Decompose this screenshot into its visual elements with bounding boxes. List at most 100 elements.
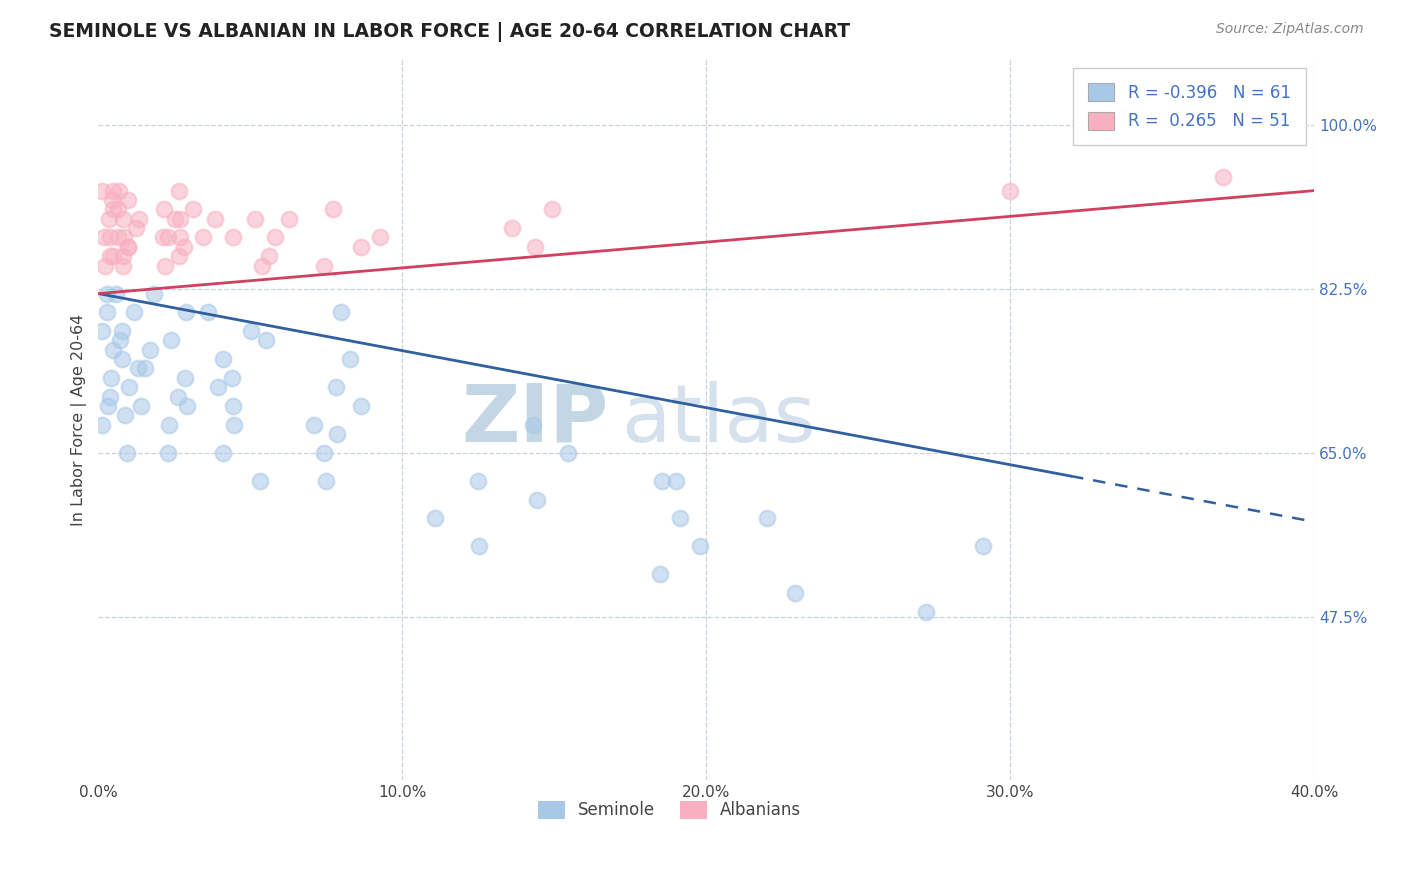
Point xyxy=(249,474,271,488)
Point xyxy=(117,240,139,254)
Point xyxy=(112,249,135,263)
Point xyxy=(224,417,246,432)
Point xyxy=(468,539,491,553)
Point xyxy=(998,184,1021,198)
Point xyxy=(103,343,125,357)
Point xyxy=(783,586,806,600)
Point xyxy=(191,230,214,244)
Point xyxy=(107,230,129,244)
Point xyxy=(1212,169,1234,184)
Point xyxy=(167,390,190,404)
Point xyxy=(173,240,195,254)
Point xyxy=(122,305,145,319)
Point xyxy=(101,184,124,198)
Point xyxy=(139,343,162,357)
Point xyxy=(665,474,688,488)
Text: Source: ZipAtlas.com: Source: ZipAtlas.com xyxy=(1216,22,1364,37)
Point xyxy=(501,221,523,235)
Point xyxy=(312,446,335,460)
Point xyxy=(97,211,120,226)
Point xyxy=(972,539,994,553)
Point xyxy=(278,211,301,226)
Point xyxy=(107,202,129,217)
Point xyxy=(330,305,353,319)
Point xyxy=(212,352,235,367)
Point xyxy=(111,324,134,338)
Point xyxy=(152,230,174,244)
Point xyxy=(98,249,121,263)
Point xyxy=(259,249,281,263)
Point xyxy=(304,417,326,432)
Point xyxy=(669,511,692,525)
Point xyxy=(264,230,287,244)
Point xyxy=(157,417,180,432)
Point xyxy=(153,259,176,273)
Point xyxy=(181,202,204,217)
Point xyxy=(169,249,191,263)
Text: SEMINOLE VS ALBANIAN IN LABOR FORCE | AGE 20-64 CORRELATION CHART: SEMINOLE VS ALBANIAN IN LABOR FORCE | AG… xyxy=(49,22,851,42)
Text: ZIP: ZIP xyxy=(461,381,609,459)
Point xyxy=(557,446,579,460)
Point xyxy=(425,511,447,525)
Point xyxy=(91,324,114,338)
Point xyxy=(197,305,219,319)
Point xyxy=(112,230,135,244)
Point xyxy=(118,380,141,394)
Point xyxy=(169,211,191,226)
Point xyxy=(541,202,564,217)
Point xyxy=(204,211,226,226)
Point xyxy=(129,399,152,413)
Point xyxy=(104,286,127,301)
Point xyxy=(93,230,115,244)
Point xyxy=(350,240,373,254)
Point xyxy=(101,249,124,263)
Point xyxy=(94,259,117,273)
Point xyxy=(239,324,262,338)
Point xyxy=(98,230,121,244)
Point xyxy=(96,305,118,319)
Point xyxy=(169,184,191,198)
Point xyxy=(111,259,134,273)
Point xyxy=(325,427,347,442)
Point xyxy=(349,399,371,413)
Point xyxy=(91,417,114,432)
Point xyxy=(101,202,124,217)
Point xyxy=(756,511,779,525)
Point xyxy=(221,371,243,385)
Point xyxy=(100,193,122,207)
Point xyxy=(254,334,277,348)
Point xyxy=(250,259,273,273)
Point xyxy=(98,390,121,404)
Point xyxy=(143,286,166,301)
Point xyxy=(127,361,149,376)
Point xyxy=(222,399,245,413)
Point xyxy=(117,193,139,207)
Point xyxy=(156,230,179,244)
Point xyxy=(650,567,672,582)
Point xyxy=(111,352,134,367)
Point xyxy=(915,605,938,619)
Point xyxy=(125,221,148,235)
Point xyxy=(526,492,548,507)
Point xyxy=(91,184,114,198)
Point xyxy=(128,211,150,226)
Point xyxy=(368,230,391,244)
Point xyxy=(96,286,118,301)
Point xyxy=(322,202,344,217)
Point xyxy=(524,240,547,254)
Point xyxy=(160,334,183,348)
Point xyxy=(689,539,711,553)
Point xyxy=(243,211,266,226)
Point xyxy=(163,211,186,226)
Point xyxy=(339,352,361,367)
Text: atlas: atlas xyxy=(621,381,815,459)
Point xyxy=(153,202,176,217)
Point xyxy=(176,305,198,319)
Point xyxy=(212,446,235,460)
Point xyxy=(134,361,156,376)
Point xyxy=(174,371,197,385)
Point xyxy=(156,446,179,460)
Point xyxy=(100,371,122,385)
Point xyxy=(169,230,191,244)
Point xyxy=(111,211,134,226)
